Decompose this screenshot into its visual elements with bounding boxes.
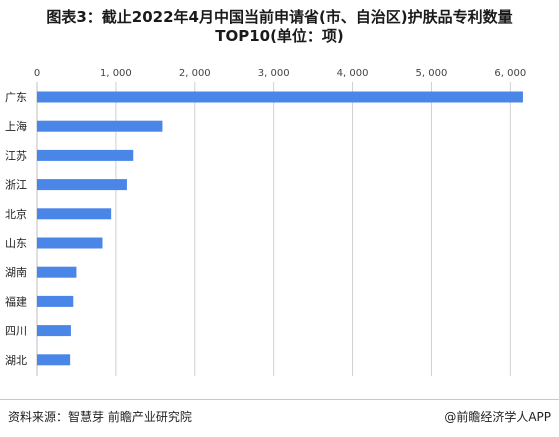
category-label: 上海 bbox=[5, 119, 27, 133]
brand-credit: @前瞻经济学人APP bbox=[444, 410, 551, 424]
x-tick-label: 1, 000 bbox=[100, 68, 132, 79]
x-tick-label: 4, 000 bbox=[337, 68, 369, 79]
bar-10 bbox=[37, 354, 71, 366]
category-label: 北京 bbox=[5, 207, 27, 221]
x-tick-label: 5, 000 bbox=[416, 68, 448, 79]
category-label: 广东 bbox=[5, 91, 27, 104]
category-label: 山东 bbox=[5, 237, 27, 250]
x-tick-label: 2, 000 bbox=[179, 68, 211, 79]
bar-4 bbox=[37, 179, 127, 191]
source-note: 资料来源：智慧芽 前瞻产业研究院 bbox=[8, 410, 192, 424]
x-tick-label: 0 bbox=[34, 68, 40, 79]
x-tick-label: 6, 000 bbox=[494, 68, 526, 79]
x-tick-labels: 0 1, 000 2, 000 3, 000 4, 000 5, 000 6, 000 bbox=[34, 68, 526, 79]
category-label: 湖南 bbox=[5, 266, 27, 279]
footer-divider bbox=[0, 399, 559, 400]
category-label: 福建 bbox=[5, 294, 27, 308]
bar-3 bbox=[37, 149, 134, 161]
bars bbox=[37, 91, 523, 366]
bar-7 bbox=[37, 266, 77, 278]
bar-5 bbox=[37, 208, 112, 220]
bar-6 bbox=[37, 237, 103, 249]
bar-9 bbox=[37, 325, 71, 337]
chart-title: 图表3：截止2022年4月中国当前申请省(市、自治区)护肤品专利数量 TOP10… bbox=[0, 8, 559, 46]
chart-title-line2: TOP10(单位：项) bbox=[215, 27, 344, 45]
category-label: 湖北 bbox=[5, 354, 27, 367]
category-label: 四川 bbox=[5, 325, 27, 338]
x-tick-label: 3, 000 bbox=[258, 68, 290, 79]
bar-8 bbox=[37, 295, 74, 307]
bar-2 bbox=[37, 120, 163, 132]
category-label: 江苏 bbox=[5, 149, 27, 162]
bar-1 bbox=[37, 91, 523, 103]
chart-title-line1: 图表3：截止2022年4月中国当前申请省(市、自治区)护肤品专利数量 bbox=[46, 8, 513, 26]
category-label: 浙江 bbox=[5, 179, 27, 192]
